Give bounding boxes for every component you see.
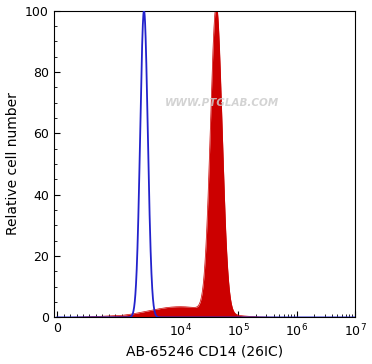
Y-axis label: Relative cell number: Relative cell number [6,92,20,236]
X-axis label: AB-65246 CD14 (26IC): AB-65246 CD14 (26IC) [126,344,283,359]
Text: WWW.PTGLAB.COM: WWW.PTGLAB.COM [166,98,280,108]
